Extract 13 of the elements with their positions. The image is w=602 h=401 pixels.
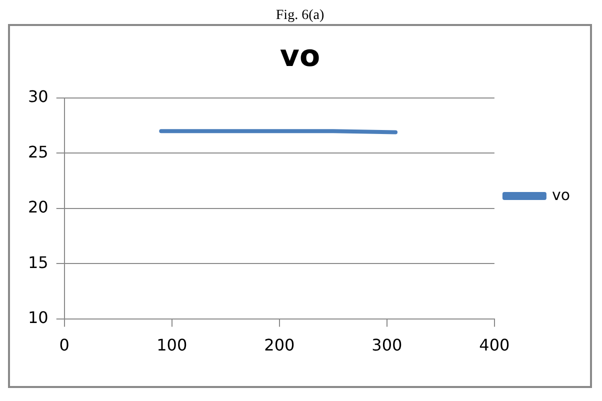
y-tick-label: 30 — [28, 87, 48, 106]
y-tick-label: 25 — [28, 142, 48, 162]
x-tick-label: 200 — [264, 336, 295, 355]
chart-title: vo — [280, 38, 320, 74]
y-tick-label: 15 — [28, 252, 48, 272]
caption: Fig. 6(a) — [274, 8, 326, 24]
y-tick-label: 10 — [28, 308, 48, 327]
x-tick-label: 0 — [59, 336, 70, 355]
x-tick-label: 100 — [156, 336, 188, 355]
x-tick-label: 300 — [372, 336, 402, 355]
legend-label: vo — [552, 186, 570, 204]
x-tick-label: 400 — [479, 336, 510, 355]
y-tick-label: 20 — [28, 198, 48, 217]
